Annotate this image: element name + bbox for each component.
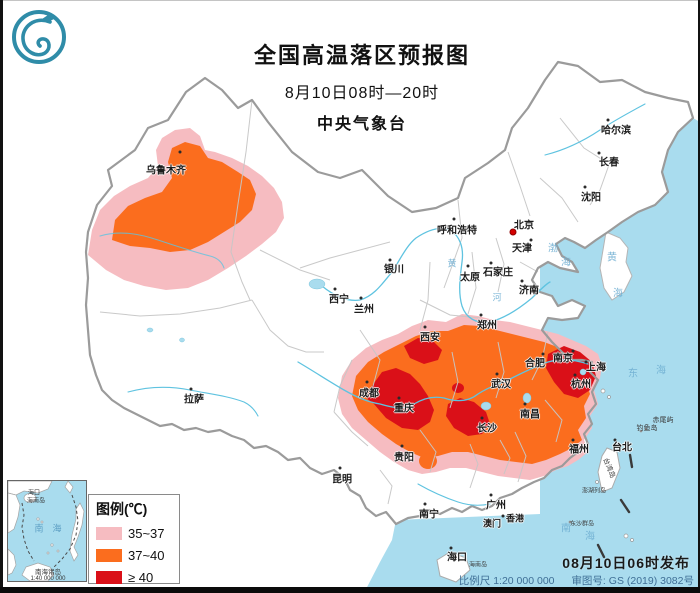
legend-item-label: ≥ 40 [128, 569, 154, 585]
zone-red-delta [546, 346, 596, 398]
legend-item-label: 37~40 [128, 547, 165, 563]
zone-orange-east [352, 325, 590, 464]
inset-sea-name: 南海 [34, 523, 71, 534]
map-scale-line: 比例尺 1:20 000 000 审图号: GS (2019) 3082号 [459, 573, 694, 588]
inset-islands-label: 南海诸岛 [35, 569, 61, 576]
inset-scale-label: 1:40 000 000 [30, 576, 66, 582]
cma-logo-icon [12, 10, 66, 64]
dash-line-segments [596, 453, 634, 559]
forecast-period: 8月10日08时—20时 [284, 85, 440, 102]
cma-logo [8, 6, 70, 68]
inset-map-svg [8, 481, 86, 581]
zone-orange-guizhou [419, 453, 437, 469]
legend-swatch-pink [96, 526, 122, 540]
legend-swatch-orange [96, 548, 122, 562]
zone-red-xian [404, 338, 442, 364]
frame-edge-right [698, 0, 700, 593]
zone-red-hunan [446, 398, 490, 436]
zone-red-small [452, 383, 464, 393]
rivers [99, 103, 646, 506]
frame-edge-bottom [0, 587, 700, 593]
inset-hainan-label: 海南岛 [26, 498, 46, 505]
inset-haikou-label: 海口 [27, 490, 41, 497]
russia-land [540, 40, 700, 122]
temperature-zones [88, 128, 602, 480]
agency-name: 中央气象台 [316, 116, 407, 133]
legend-swatch-red [96, 570, 122, 584]
hainan-island [436, 551, 471, 583]
scale-text: 比例尺 1:20 000 000 [458, 575, 555, 587]
south-china-sea-inset: 海口 海南岛 南海 南海诸岛 1:40 000 000 [7, 480, 87, 582]
legend-item-label: 35~37 [128, 525, 165, 541]
legend-item: 35~37 [96, 522, 179, 544]
approval-number: 审图号: GS (2019) 3082号 [571, 575, 694, 587]
legend-box: 图例(℃) 35~37 37~40 ≥ 40 [88, 494, 180, 585]
lakes [146, 278, 587, 411]
frame-edge-top [0, 0, 700, 1]
zone-orange-west [112, 142, 256, 252]
province-borders [99, 99, 611, 505]
legend-rows: 35~37 37~40 ≥ 40 [96, 522, 179, 588]
title-block: 全国高温落区预报图 8月10日08时—20时 中央气象台 [212, 38, 512, 134]
taiwan-island [597, 447, 621, 493]
korea-peninsula [599, 231, 633, 301]
page-title: 全国高温落区预报图 [253, 43, 470, 68]
frame-edge-left [0, 0, 3, 593]
small-islands [568, 388, 648, 542]
release-time: 08月10日06时发布 [562, 555, 690, 571]
legend-item: 37~40 [96, 544, 179, 566]
legend-item: ≥ 40 [96, 566, 179, 588]
legend-title: 图例(℃) [96, 501, 148, 517]
